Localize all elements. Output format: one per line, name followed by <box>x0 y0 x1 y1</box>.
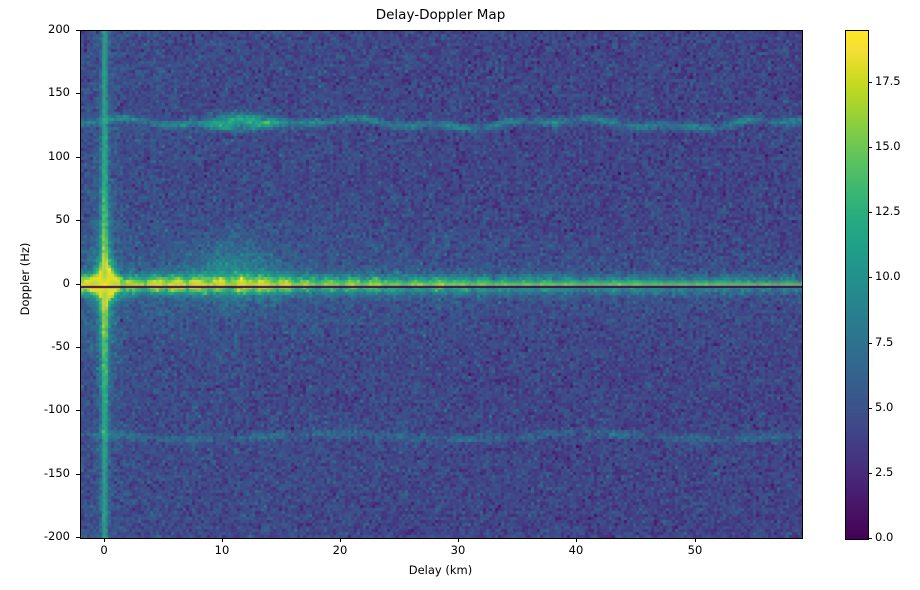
y-tick-mark <box>76 157 80 158</box>
y-tick-mark <box>76 347 80 348</box>
x-tick-mark <box>458 538 459 542</box>
colorbar-tick-mark <box>868 277 872 278</box>
colorbar-tick-mark <box>868 147 872 148</box>
colorbar[interactable] <box>845 30 869 540</box>
x-tick-mark <box>222 538 223 542</box>
y-tick-label: 50 <box>55 212 70 226</box>
x-axis-label: Delay (km) <box>408 563 473 577</box>
x-tick-label: 40 <box>568 543 584 557</box>
colorbar-tick-label: 5.0 <box>875 400 894 414</box>
x-tick-label: 10 <box>214 543 230 557</box>
x-tick-label: 20 <box>332 543 348 557</box>
x-tick-label: 50 <box>687 543 703 557</box>
colorbar-tick-label: 0.0 <box>875 530 894 544</box>
y-tick-label: -200 <box>43 529 70 543</box>
x-tick-mark <box>104 538 105 542</box>
colorbar-tick-label: 17.5 <box>875 74 901 88</box>
y-tick-label: -50 <box>51 339 70 353</box>
y-tick-mark <box>76 474 80 475</box>
y-tick-mark <box>76 410 80 411</box>
colorbar-tick-mark <box>868 408 872 409</box>
colorbar-tick-label: 2.5 <box>875 465 894 479</box>
y-tick-label: 0 <box>62 276 70 290</box>
y-tick-mark <box>76 284 80 285</box>
y-tick-mark <box>76 30 80 31</box>
y-tick-label: 200 <box>48 22 70 36</box>
colorbar-tick-label: 7.5 <box>875 335 894 349</box>
x-tick-label: 30 <box>450 543 466 557</box>
colorbar-gradient <box>846 31 868 539</box>
y-tick-mark <box>76 220 80 221</box>
colorbar-tick-label: 10.0 <box>875 269 901 283</box>
heatmap-image <box>81 31 802 538</box>
x-tick-mark <box>576 538 577 542</box>
x-tick-mark <box>695 538 696 542</box>
delay-doppler-heatmap-axes[interactable] <box>80 30 803 539</box>
x-tick-label: 0 <box>100 543 108 557</box>
colorbar-tick-mark <box>868 538 872 539</box>
y-tick-label: 100 <box>48 149 70 163</box>
y-tick-label: -100 <box>43 402 70 416</box>
y-tick-label: 150 <box>48 85 70 99</box>
y-tick-mark <box>76 93 80 94</box>
y-tick-mark <box>76 537 80 538</box>
colorbar-tick-mark <box>868 473 872 474</box>
colorbar-tick-label: 15.0 <box>875 139 901 153</box>
x-tick-mark <box>340 538 341 542</box>
colorbar-tick-mark <box>868 212 872 213</box>
y-tick-label: -150 <box>43 466 70 480</box>
colorbar-tick-label: 12.5 <box>875 204 901 218</box>
page-title: Delay-Doppler Map <box>375 7 506 23</box>
colorbar-tick-mark <box>868 82 872 83</box>
colorbar-tick-mark <box>868 343 872 344</box>
